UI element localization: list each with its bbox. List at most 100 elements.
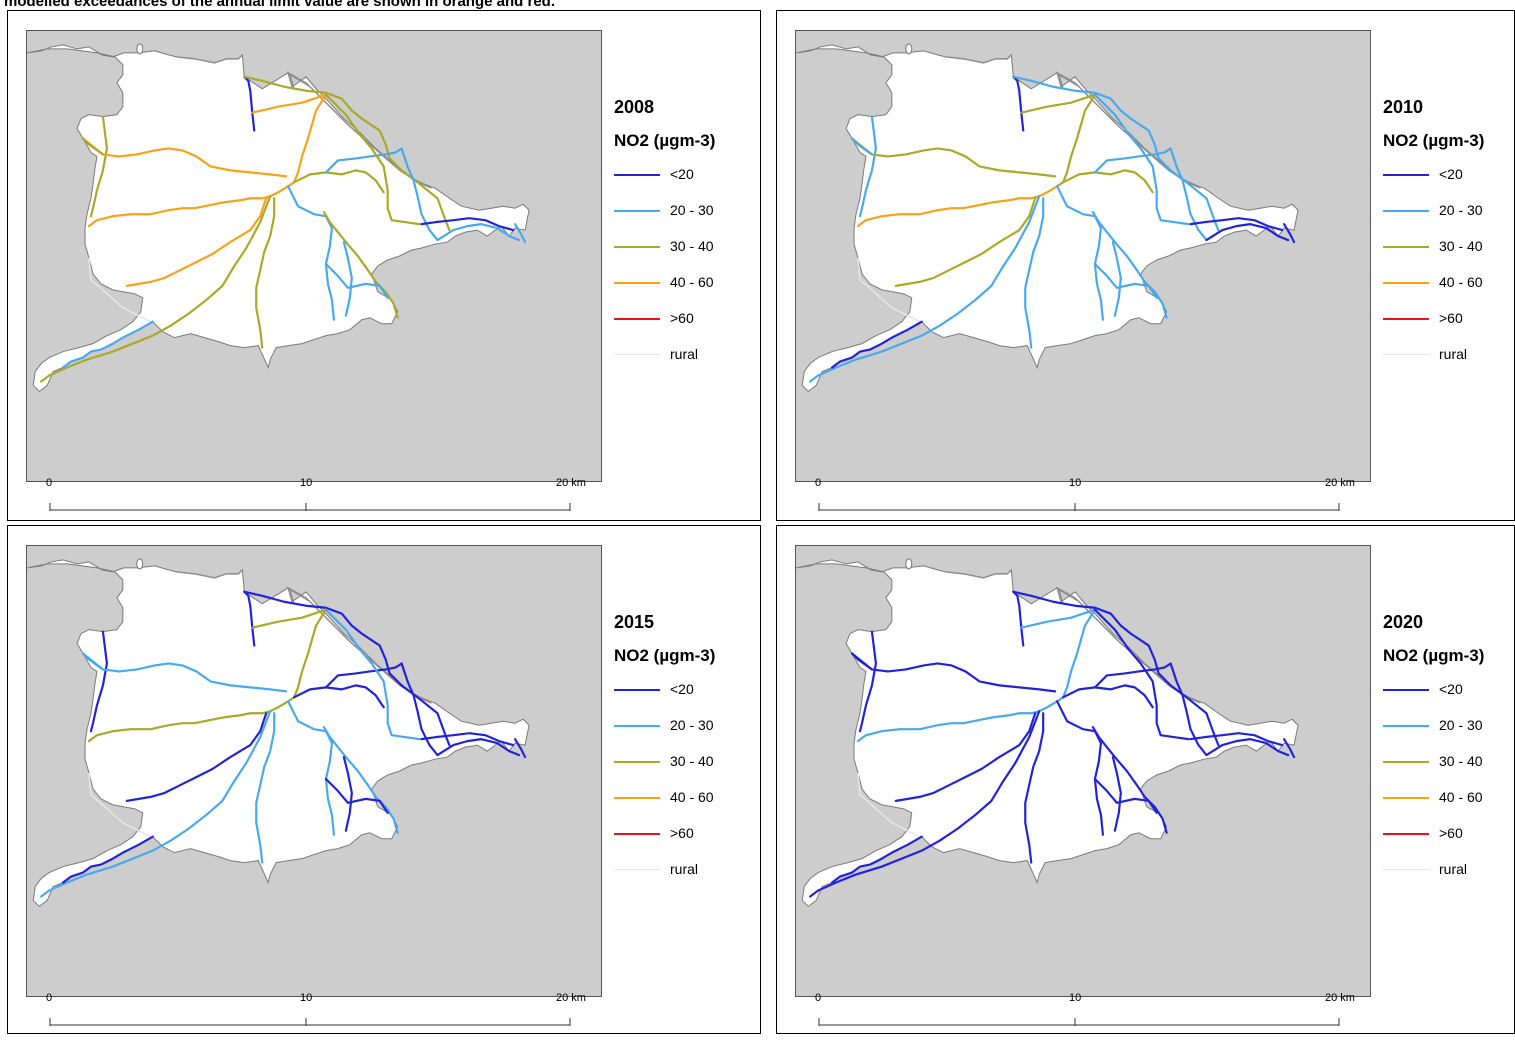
legend-item: 20 - 30 [614, 716, 764, 736]
road-segment-se-radial-a [1091, 211, 1168, 319]
road-segment-se-radial-b [342, 240, 353, 317]
legend-label: >60 [670, 310, 694, 326]
legend-label: 30 - 40 [670, 238, 714, 254]
road-segment-se-radial-b [1111, 755, 1122, 832]
road-segment-s-radial [255, 197, 276, 349]
road-segment-west-ring [89, 630, 109, 733]
road-segment-coast-sw [62, 835, 154, 884]
road-segment-west-arc-a [81, 652, 288, 693]
legend-unit: NO2 (µgm-3) [1383, 646, 1485, 665]
road-segment-e-radial-c [1093, 662, 1172, 689]
road-segment-ne-road-b [1169, 662, 1208, 757]
legend-label: rural [670, 346, 699, 362]
legend-swatch [614, 174, 660, 176]
scale-bar: 0 10 20 km [807, 992, 1367, 1044]
legend-label: 20 - 30 [1439, 202, 1483, 218]
road-segment-se-radial-a [322, 726, 399, 834]
road-segment-east-tip [1283, 223, 1296, 244]
road-segment-s-radial [255, 712, 276, 864]
road-segment-west-ring [858, 115, 878, 218]
road-segment-sw-radial-a [894, 712, 1037, 802]
road-segment-e-radial-b [1061, 169, 1154, 194]
legend-item: <20 [614, 165, 764, 185]
road-segment-west-arc-a [81, 137, 288, 178]
legend-label: <20 [670, 681, 694, 697]
legend-item: 20 - 30 [614, 201, 764, 221]
scale-bar-label: 10 [300, 992, 313, 1004]
road-segment-east-tip [1283, 738, 1296, 759]
road-segment-se-radial-a [1091, 726, 1168, 834]
road-segment-north-road-b [1020, 93, 1097, 188]
road-segment-coast-sw [62, 320, 154, 369]
legend-item: 30 - 40 [614, 752, 764, 772]
scale-bar-label: 0 [815, 477, 822, 489]
road-segment-sw-radial-b [809, 710, 1041, 898]
road-segment-w-radial [856, 207, 965, 228]
city-land-area [27, 44, 530, 393]
legend-swatch [614, 246, 660, 248]
rural-road [88, 772, 152, 838]
island [136, 558, 144, 570]
road-segment-centre-cross [962, 185, 1059, 210]
road-segment-se-loop [324, 777, 389, 814]
legend-label: rural [670, 861, 699, 877]
legend-item: >60 [614, 824, 764, 844]
legend-unit: NO2 (µgm-3) [614, 131, 716, 150]
road-segment-north-road-b [251, 93, 328, 188]
road-segment-sw-radial-a [125, 712, 268, 802]
road-segment-e-radial-b [292, 684, 385, 709]
map-panel: 2010 NO2 (µgm-3) <20 20 - 30 30 - 40 40 - 60 >… [776, 10, 1515, 521]
road-segment-east-tip [514, 738, 527, 759]
map-canvas [796, 546, 1370, 996]
scale-bar-label: 10 [1069, 992, 1082, 1004]
legend-item: >60 [1383, 309, 1515, 329]
road-segment-e-radial-a [287, 700, 336, 836]
scale-bar-label: 20 km [1325, 992, 1355, 1004]
road-segment-east-coast [1189, 217, 1284, 232]
legend-swatch [614, 797, 660, 799]
legend-swatch [614, 318, 660, 320]
legend-swatch [1383, 246, 1429, 248]
road-segment-north-spur [243, 75, 256, 132]
road-segment-east-coast [420, 732, 515, 747]
scale-bar-graphic [818, 1018, 1340, 1026]
rural-road [857, 772, 921, 838]
road-segment-east-coast [1189, 732, 1284, 747]
road-segment-north-spur [1012, 75, 1025, 132]
legend-year: 2020 [1383, 612, 1424, 632]
legend-swatch [1383, 833, 1429, 835]
scale-bar: 0 10 20 km [38, 992, 598, 1044]
road-segment-north-road-b [1020, 608, 1097, 703]
legend-swatch [1383, 174, 1429, 176]
road-segment-east-link [1205, 223, 1290, 242]
road-segment-centre-cross [962, 700, 1059, 725]
road-segment-north-spur [243, 590, 256, 647]
map-frame [795, 30, 1371, 482]
legend-swatch [614, 282, 660, 284]
legend-label: 40 - 60 [670, 274, 714, 290]
scale-bar-label: 20 km [556, 477, 586, 489]
legend-swatch [1383, 282, 1429, 284]
map-frame [26, 545, 602, 997]
road-segment-se-radial-b [342, 755, 353, 832]
map-frame [26, 30, 602, 482]
legend-item: <20 [1383, 165, 1515, 185]
legend-swatch [1383, 318, 1429, 320]
city-land-area [27, 559, 530, 908]
road-segment-ne-road [1093, 608, 1190, 741]
city-land-area [796, 44, 1299, 393]
map-frame [795, 545, 1371, 997]
road-segment-w-radial [87, 207, 196, 228]
legend-item: rural [1383, 860, 1515, 880]
legend-label: 30 - 40 [1439, 753, 1483, 769]
road-segment-north-road-b [251, 608, 328, 703]
legend-label: 30 - 40 [670, 753, 714, 769]
legend-item: 40 - 60 [614, 273, 764, 293]
scale-bar-label: 0 [46, 992, 53, 1004]
road-segment-sw-radial-b [40, 710, 272, 898]
legend-swatch [614, 725, 660, 727]
road-segment-east-tip [514, 223, 527, 244]
road-segment-north-road [1012, 75, 1220, 232]
road-segment-west-arc-b [81, 652, 105, 671]
road-segment-north-spur [1012, 590, 1025, 647]
